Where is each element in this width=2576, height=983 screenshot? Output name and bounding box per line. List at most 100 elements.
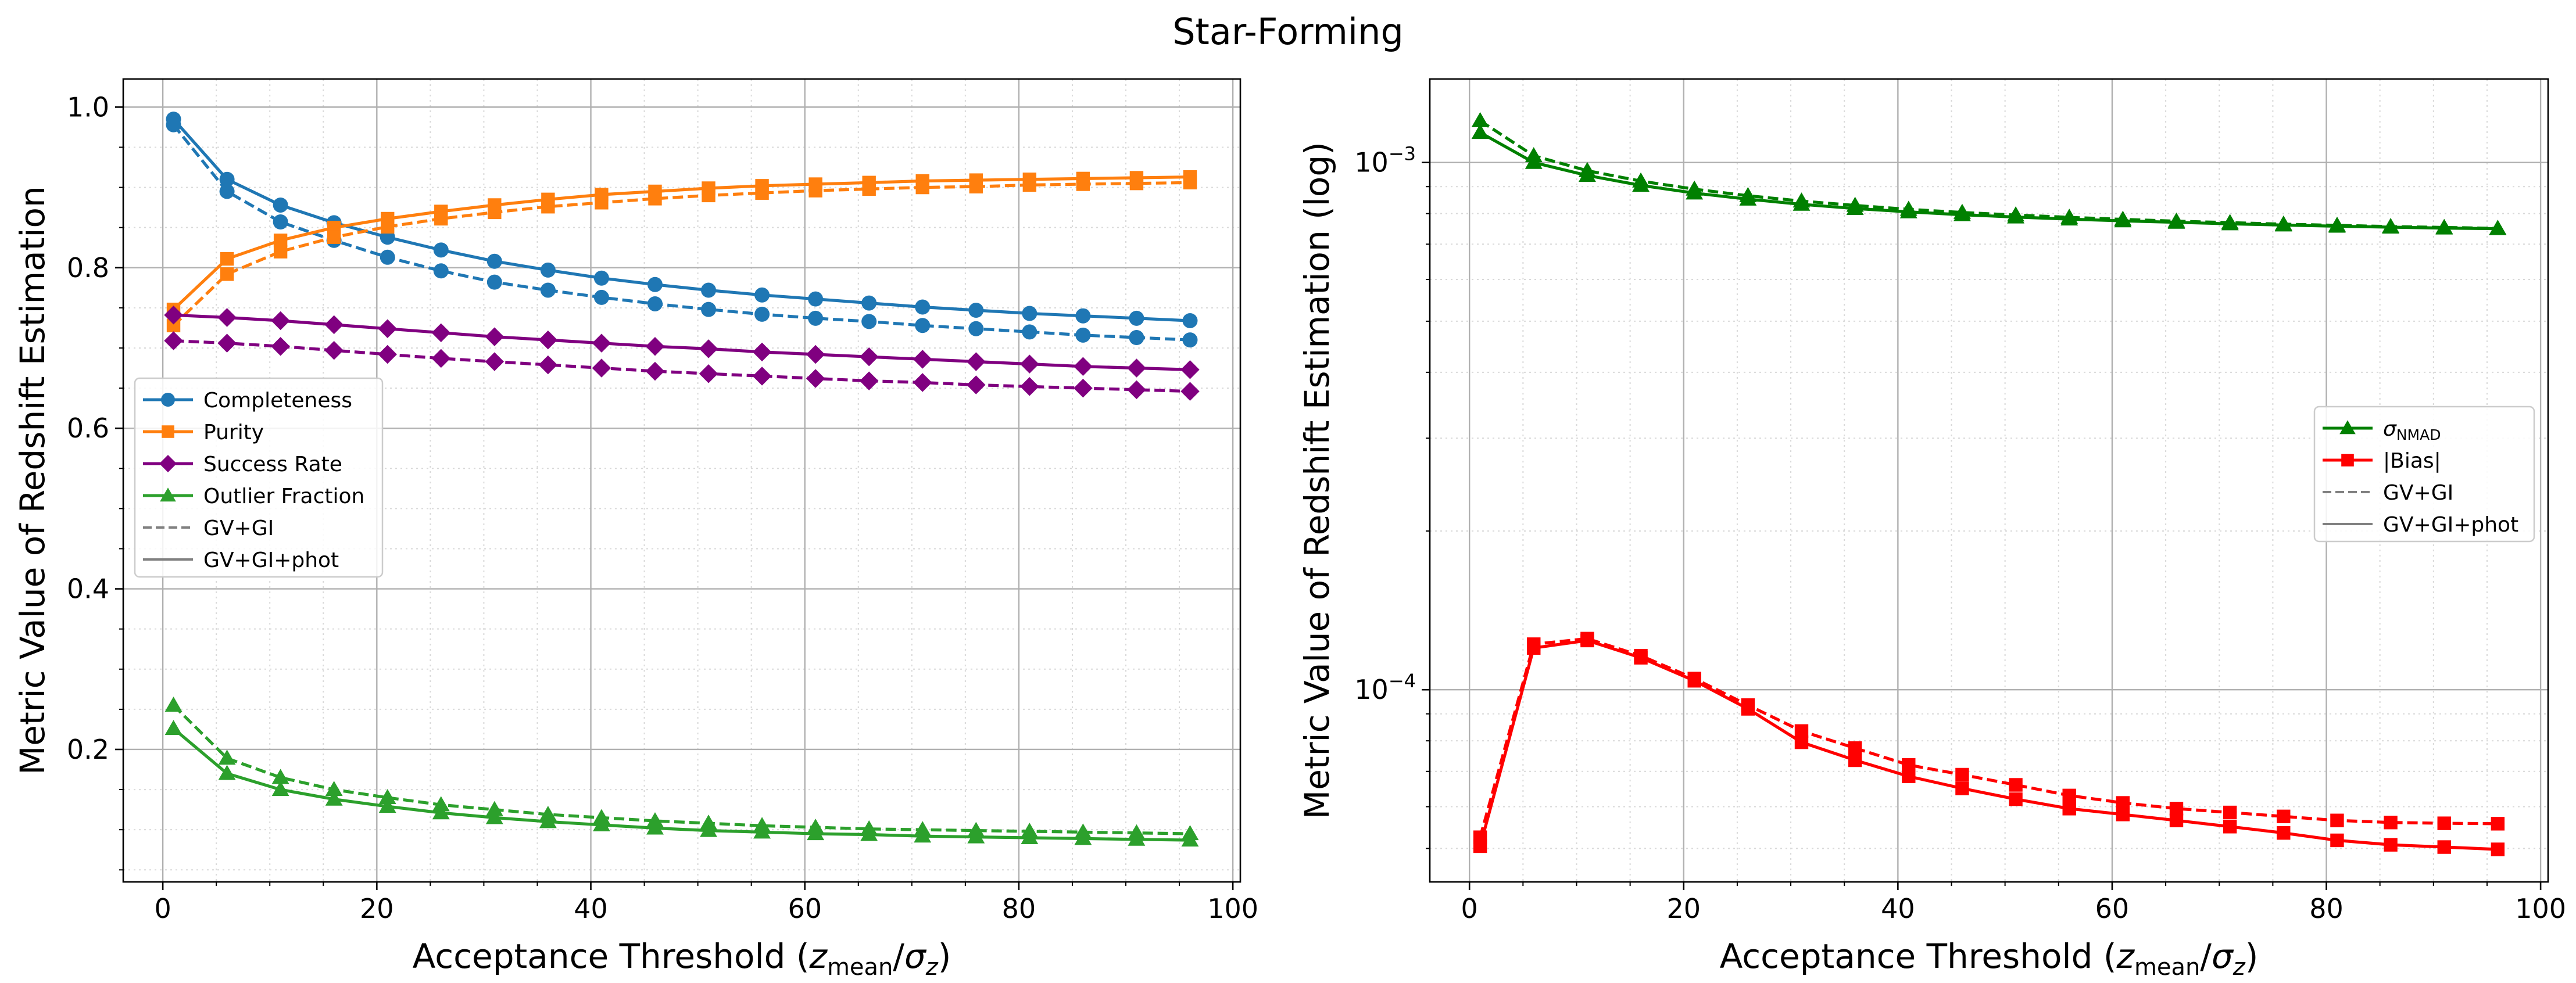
- right-legend: σNMAD |Bias| GV+GI GV+GI+phot: [2313, 406, 2535, 543]
- data-point: [753, 817, 771, 833]
- data-point: [913, 373, 932, 392]
- data-point: [2114, 210, 2132, 226]
- data-point: [1020, 354, 1039, 374]
- series-line: [1479, 637, 2498, 838]
- legend-label-completeness: Completeness: [203, 389, 352, 412]
- data-point: [859, 371, 879, 390]
- left-y-tick-label: 0.6: [67, 412, 109, 444]
- series-line: [172, 124, 1190, 342]
- data-point: [807, 819, 825, 834]
- right-y-tick-label: 10−3: [1354, 143, 1416, 178]
- data-point: [271, 311, 290, 331]
- legend-marker: [160, 487, 176, 502]
- data-point: [1021, 822, 1039, 838]
- data-point: [700, 815, 717, 830]
- data-point: [1180, 382, 1200, 401]
- data-point: [273, 214, 288, 229]
- data-point: [2009, 792, 2023, 806]
- right-panel: 0 20 40 60 80 100 10−4 10−3 Acceptance Threshold…: [1297, 78, 2566, 981]
- data-point: [1075, 308, 1091, 324]
- data-point: [647, 277, 663, 292]
- data-point: [2009, 778, 2023, 792]
- data-point: [915, 318, 931, 333]
- data-point: [538, 355, 558, 375]
- series-line: [172, 727, 1190, 842]
- data-point: [1128, 824, 1146, 840]
- data-point: [434, 211, 448, 226]
- left-series-completeness-gv-gi: [166, 117, 1198, 348]
- right-x-tick-label: 0: [1461, 893, 1478, 924]
- data-point: [540, 262, 556, 278]
- legend-label-success-rate: Success Rate: [203, 453, 342, 476]
- data-point: [378, 798, 396, 813]
- data-point: [808, 184, 822, 198]
- right-x-tick-label: 20: [1666, 893, 1701, 924]
- left-series-success-rate-gv-gi: [164, 331, 1200, 401]
- data-point: [217, 308, 237, 327]
- series-line: [1479, 119, 2498, 230]
- data-point: [806, 369, 825, 388]
- right-series-bias-gv-gi: [1473, 632, 2505, 844]
- data-point: [1899, 200, 1917, 216]
- data-point: [2223, 820, 2237, 834]
- data-point: [271, 769, 289, 784]
- data-point: [1848, 741, 1862, 755]
- data-point: [1074, 823, 1092, 839]
- legend-marker: [2341, 454, 2354, 467]
- data-point: [861, 295, 877, 311]
- left-x-tick-label: 20: [360, 893, 394, 924]
- left-legend: Completeness Purity Success Rate Outlier Fr…: [134, 377, 384, 578]
- data-point: [752, 367, 772, 386]
- data-point: [273, 197, 288, 213]
- data-point: [648, 192, 662, 206]
- data-point: [218, 749, 236, 765]
- data-point: [1739, 186, 1757, 202]
- data-point: [1129, 310, 1144, 326]
- data-point: [1471, 112, 1489, 127]
- data-point: [1022, 324, 1037, 340]
- data-point: [433, 263, 449, 279]
- data-point: [164, 720, 183, 736]
- data-point: [699, 339, 718, 358]
- data-point: [2277, 826, 2291, 840]
- left-axes-frame: [122, 78, 1242, 883]
- data-point: [914, 821, 932, 837]
- right-x-tick-label: 60: [2095, 893, 2130, 924]
- data-point: [1181, 825, 1199, 841]
- data-point: [2491, 817, 2505, 831]
- data-point: [485, 809, 503, 824]
- data-point: [1578, 162, 1596, 177]
- data-point: [219, 184, 235, 199]
- data-point: [1525, 147, 1543, 163]
- data-point: [2435, 218, 2453, 234]
- right-x-tick-label: 100: [2515, 893, 2566, 924]
- data-point: [431, 323, 451, 342]
- left-legend-frame: [134, 377, 384, 578]
- series-line: [172, 704, 1190, 835]
- data-point: [2330, 813, 2344, 827]
- left-x-tick-label: 80: [1002, 893, 1036, 924]
- data-point: [913, 350, 932, 369]
- data-point: [1794, 735, 1809, 749]
- data-point: [2062, 788, 2076, 803]
- data-point: [593, 270, 609, 286]
- data-point: [327, 230, 341, 244]
- data-point: [861, 314, 877, 329]
- data-point: [1022, 178, 1037, 192]
- data-point: [220, 252, 234, 266]
- data-point: [217, 333, 237, 353]
- data-point: [540, 282, 556, 298]
- data-point: [647, 296, 663, 311]
- data-point: [1127, 358, 1146, 378]
- data-point: [485, 352, 505, 371]
- data-point: [220, 267, 234, 281]
- left-y-tick-label: 0.4: [67, 573, 109, 605]
- data-point: [1076, 177, 1090, 191]
- data-point: [2437, 840, 2451, 854]
- legend-label-gv-gi: GV+GI: [2383, 481, 2453, 505]
- data-point: [701, 302, 717, 317]
- data-point: [539, 805, 557, 821]
- data-point: [967, 375, 986, 394]
- left-series-completeness-gv-gi-phot: [166, 112, 1198, 328]
